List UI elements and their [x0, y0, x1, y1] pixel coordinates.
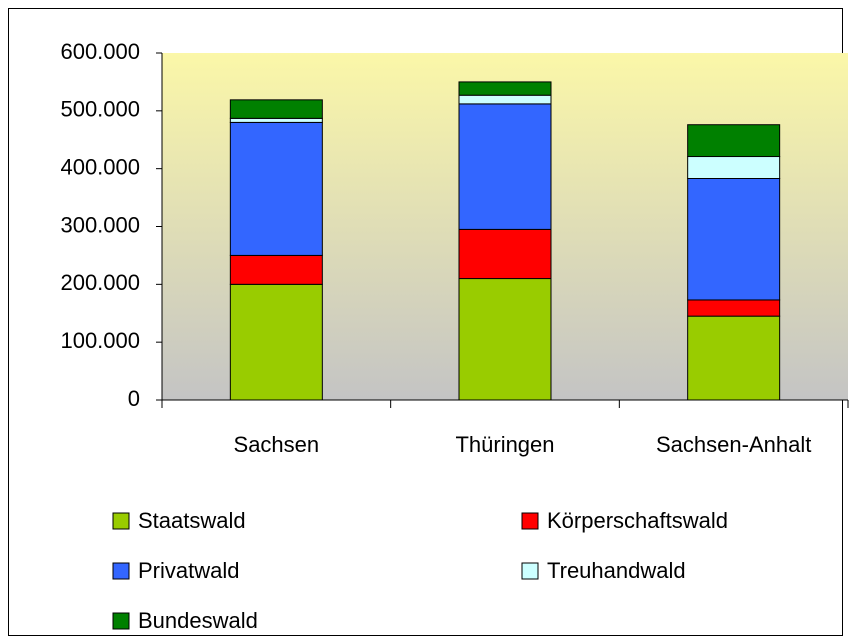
legend-label: Bundeswald: [138, 608, 258, 633]
y-tick-label: 100.000: [60, 328, 140, 353]
bar-segment: [687, 177, 781, 301]
bar-segment: [458, 228, 552, 280]
y-tick-label: 500.000: [60, 97, 140, 122]
legend-swatch: [112, 562, 130, 580]
legend-label: Körperschaftswald: [547, 508, 728, 533]
x-tick-label: Sachsen: [234, 432, 320, 457]
legend-label: Treuhandwald: [547, 558, 686, 583]
y-tick-label: 300.000: [60, 212, 140, 237]
bar-segment: [229, 254, 323, 285]
bar-segment: [687, 156, 781, 179]
bar-segment: [458, 278, 552, 401]
bar-segment: [229, 117, 323, 123]
legend-label: Staatswald: [138, 508, 246, 533]
bar-segment: [458, 103, 552, 230]
bar-segment: [229, 121, 323, 256]
legend-swatch: [521, 512, 539, 530]
legend-swatch: [521, 562, 539, 580]
legend-swatch: [112, 512, 130, 530]
bar-segment: [229, 99, 323, 119]
x-tick-label: Sachsen-Anhalt: [656, 432, 811, 457]
bar-segment: [458, 94, 552, 105]
y-tick-label: 600.000: [60, 39, 140, 64]
y-tick-label: 200.000: [60, 270, 140, 295]
legend-swatch: [112, 612, 130, 630]
bar-segment: [458, 81, 552, 96]
bar-segment: [687, 124, 781, 158]
y-tick-label: 0: [128, 386, 140, 411]
bar-segment: [687, 315, 781, 401]
y-tick-label: 400.000: [60, 154, 140, 179]
legend-label: Privatwald: [138, 558, 239, 583]
x-tick-label: Thüringen: [455, 432, 554, 457]
bar-segment: [687, 299, 781, 317]
bar-segment: [229, 283, 323, 401]
